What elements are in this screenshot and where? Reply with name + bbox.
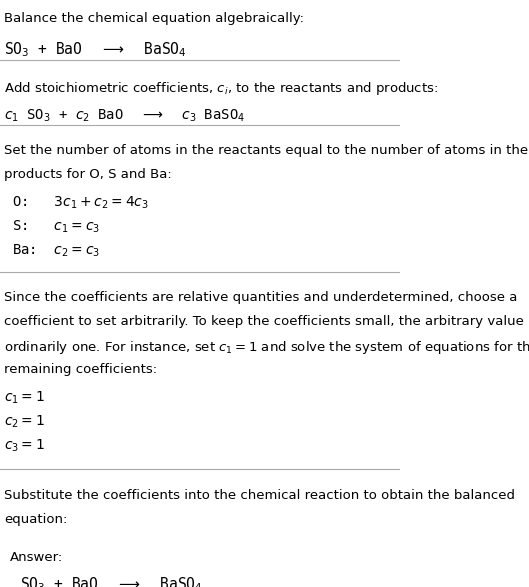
Text: ordinarily one. For instance, set $c_1 = 1$ and solve the system of equations fo: ordinarily one. For instance, set $c_1 =…: [4, 339, 529, 356]
Text: equation:: equation:: [4, 512, 67, 526]
FancyBboxPatch shape: [2, 537, 154, 587]
Text: $c_1$ SO$_3$ + $c_2$ BaO  $\longrightarrow$  $c_3$ BaSO$_4$: $c_1$ SO$_3$ + $c_2$ BaO $\longrightarro…: [4, 107, 245, 123]
Text: $c_1 = 1$: $c_1 = 1$: [4, 390, 45, 406]
Text: Add stoichiometric coefficients, $c_i$, to the reactants and products:: Add stoichiometric coefficients, $c_i$, …: [4, 80, 438, 97]
Text: $c_2 = 1$: $c_2 = 1$: [4, 413, 45, 430]
Text: products for O, S and Ba:: products for O, S and Ba:: [4, 168, 172, 181]
Text: Substitute the coefficients into the chemical reaction to obtain the balanced: Substitute the coefficients into the che…: [4, 489, 515, 502]
Text: Ba:  $c_2 = c_3$: Ba: $c_2 = c_3$: [12, 242, 100, 259]
Text: Set the number of atoms in the reactants equal to the number of atoms in the: Set the number of atoms in the reactants…: [4, 144, 528, 157]
Text: O:   $3c_1 + c_2 = 4c_3$: O: $3c_1 + c_2 = 4c_3$: [12, 195, 149, 211]
Text: $c_3 = 1$: $c_3 = 1$: [4, 437, 45, 454]
Text: Since the coefficients are relative quantities and underdetermined, choose a: Since the coefficients are relative quan…: [4, 292, 517, 305]
Text: Balance the chemical equation algebraically:: Balance the chemical equation algebraica…: [4, 12, 304, 25]
Text: SO$_3$ + BaO  $\longrightarrow$  BaSO$_4$: SO$_3$ + BaO $\longrightarrow$ BaSO$_4$: [20, 575, 203, 587]
Text: coefficient to set arbitrarily. To keep the coefficients small, the arbitrary va: coefficient to set arbitrarily. To keep …: [4, 315, 529, 328]
Text: remaining coefficients:: remaining coefficients:: [4, 363, 157, 376]
Text: Answer:: Answer:: [10, 551, 63, 564]
Text: S:   $c_1 = c_3$: S: $c_1 = c_3$: [12, 219, 100, 235]
Text: SO$_3$ + BaO  $\longrightarrow$  BaSO$_4$: SO$_3$ + BaO $\longrightarrow$ BaSO$_4$: [4, 40, 187, 59]
